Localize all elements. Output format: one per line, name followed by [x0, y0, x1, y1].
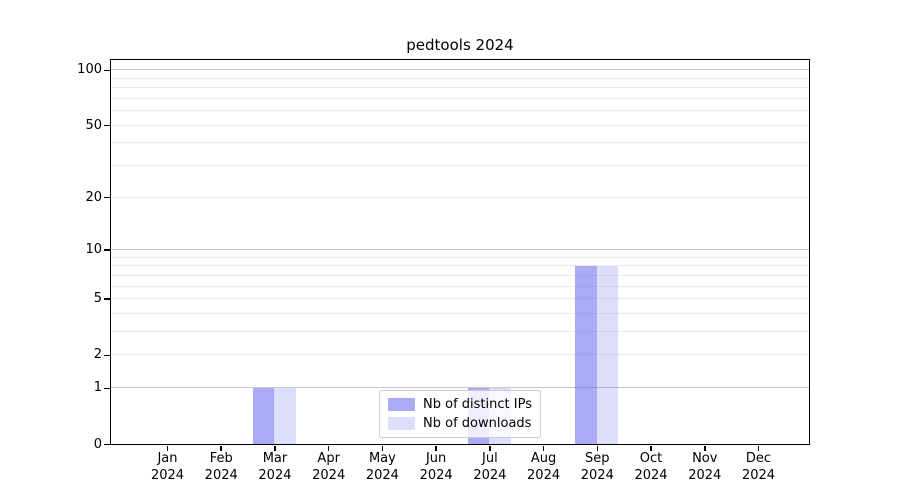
x-tick-label: May 2024: [350, 450, 414, 484]
x-tick-month: Jun: [425, 451, 447, 466]
x-tick-month: Feb: [209, 451, 233, 466]
y-tick-label: 10: [85, 242, 102, 258]
legend-label: Nb of distinct IPs: [423, 397, 532, 412]
x-tick-label: Apr 2024: [297, 450, 361, 484]
x-tick-mark: [650, 445, 652, 451]
minor-gridline: [111, 313, 809, 314]
y-tick-label: 2: [93, 347, 102, 363]
x-tick-year: 2024: [419, 468, 453, 483]
minor-gridline: [111, 124, 809, 126]
minor-gridline: [111, 77, 809, 79]
y-tick-mark: [103, 387, 110, 390]
major-gridline: [111, 69, 809, 71]
y-tick-mark: [103, 443, 110, 446]
x-tick-mark: [489, 445, 491, 451]
x-tick-year: 2024: [688, 468, 722, 483]
minor-gridline: [111, 165, 809, 167]
x-tick-label: Feb 2024: [189, 450, 253, 484]
minor-gridline: [111, 354, 809, 356]
x-tick-year: 2024: [580, 468, 614, 483]
x-tick-month: May: [368, 451, 396, 466]
y-tick-label: 5: [93, 291, 102, 307]
x-tick-year: 2024: [312, 468, 346, 483]
plot-area: [110, 59, 810, 445]
x-tick-label: Jul 2024: [458, 450, 522, 484]
bar-distinct-ips: [575, 265, 597, 444]
y-tick-label: 1: [93, 380, 102, 396]
x-tick-month: Apr: [317, 451, 340, 466]
minor-gridline: [111, 196, 809, 198]
x-tick-label: Jun 2024: [404, 450, 468, 484]
legend-item: Nb of distinct IPs: [388, 397, 532, 412]
x-tick-mark: [381, 445, 384, 451]
x-tick-mark: [274, 445, 276, 451]
x-tick-label: Mar 2024: [243, 450, 307, 484]
minor-gridline: [111, 142, 809, 144]
x-tick-year: 2024: [204, 468, 238, 483]
x-tick-label: Nov 2024: [673, 450, 737, 484]
x-tick-month: Nov: [692, 451, 718, 466]
bar-distinct-ips: [252, 387, 275, 444]
x-tick-mark: [166, 445, 169, 451]
minor-gridline: [111, 87, 809, 89]
legend-item: Nb of downloads: [388, 416, 532, 431]
x-tick-month: Aug: [530, 451, 557, 466]
y-tick-label: 100: [77, 62, 102, 78]
minor-gridline: [111, 331, 809, 333]
x-tick-month: Mar: [262, 451, 288, 466]
legend: Nb of distinct IPs Nb of downloads: [379, 390, 541, 438]
minor-gridline: [111, 285, 809, 287]
x-tick-month: Oct: [639, 451, 663, 466]
legend-swatch: [388, 398, 416, 411]
x-tick-label: Jan 2024: [136, 450, 200, 484]
x-tick-label: Sep 2024: [565, 450, 629, 484]
x-tick-month: Jul: [482, 451, 498, 466]
major-gridline: [111, 249, 809, 251]
minor-gridline: [111, 110, 809, 112]
major-gridline: [111, 387, 809, 389]
legend-swatch: [388, 417, 416, 430]
x-tick-mark: [327, 445, 330, 451]
bar-downloads: [596, 265, 619, 444]
x-tick-year: 2024: [634, 468, 668, 483]
y-tick-mark: [103, 69, 110, 72]
y-tick-label: 20: [85, 189, 102, 205]
x-tick-month: Sep: [585, 451, 610, 466]
x-tick-year: 2024: [473, 468, 507, 483]
minor-gridline: [111, 274, 809, 276]
x-tick-year: 2024: [741, 468, 776, 483]
x-tick-mark: [220, 445, 222, 451]
y-tick-label: 0: [93, 436, 102, 452]
legend-label: Nb of downloads: [423, 416, 532, 431]
x-tick-month: Dec: [745, 451, 772, 466]
x-tick-year: 2024: [365, 468, 399, 483]
y-tick-mark: [103, 196, 110, 199]
x-tick-mark: [757, 445, 760, 451]
x-tick-mark: [596, 445, 599, 451]
x-tick-label: Aug 2024: [512, 450, 576, 484]
x-tick-label: Dec 2024: [727, 450, 791, 484]
y-tick-label: 50: [85, 117, 102, 133]
x-tick-year: 2024: [527, 468, 561, 483]
minor-gridline: [111, 265, 809, 267]
x-tick-mark: [542, 445, 545, 451]
minor-gridline: [111, 97, 809, 99]
minor-gridline: [111, 298, 809, 300]
x-tick-label: Oct 2024: [619, 450, 683, 484]
x-tick-month: Jan: [157, 451, 178, 466]
y-tick-mark: [103, 124, 110, 127]
chart-title: pedtools 2024: [406, 36, 514, 54]
minor-gridline: [111, 256, 809, 258]
x-tick-mark: [435, 445, 437, 451]
y-tick-mark: [103, 298, 110, 300]
x-tick-mark: [704, 445, 706, 451]
y-tick-mark: [103, 249, 110, 251]
x-tick-year: 2024: [258, 468, 292, 483]
x-tick-year: 2024: [150, 468, 185, 483]
bar-downloads: [274, 387, 296, 444]
y-tick-mark: [103, 354, 110, 357]
